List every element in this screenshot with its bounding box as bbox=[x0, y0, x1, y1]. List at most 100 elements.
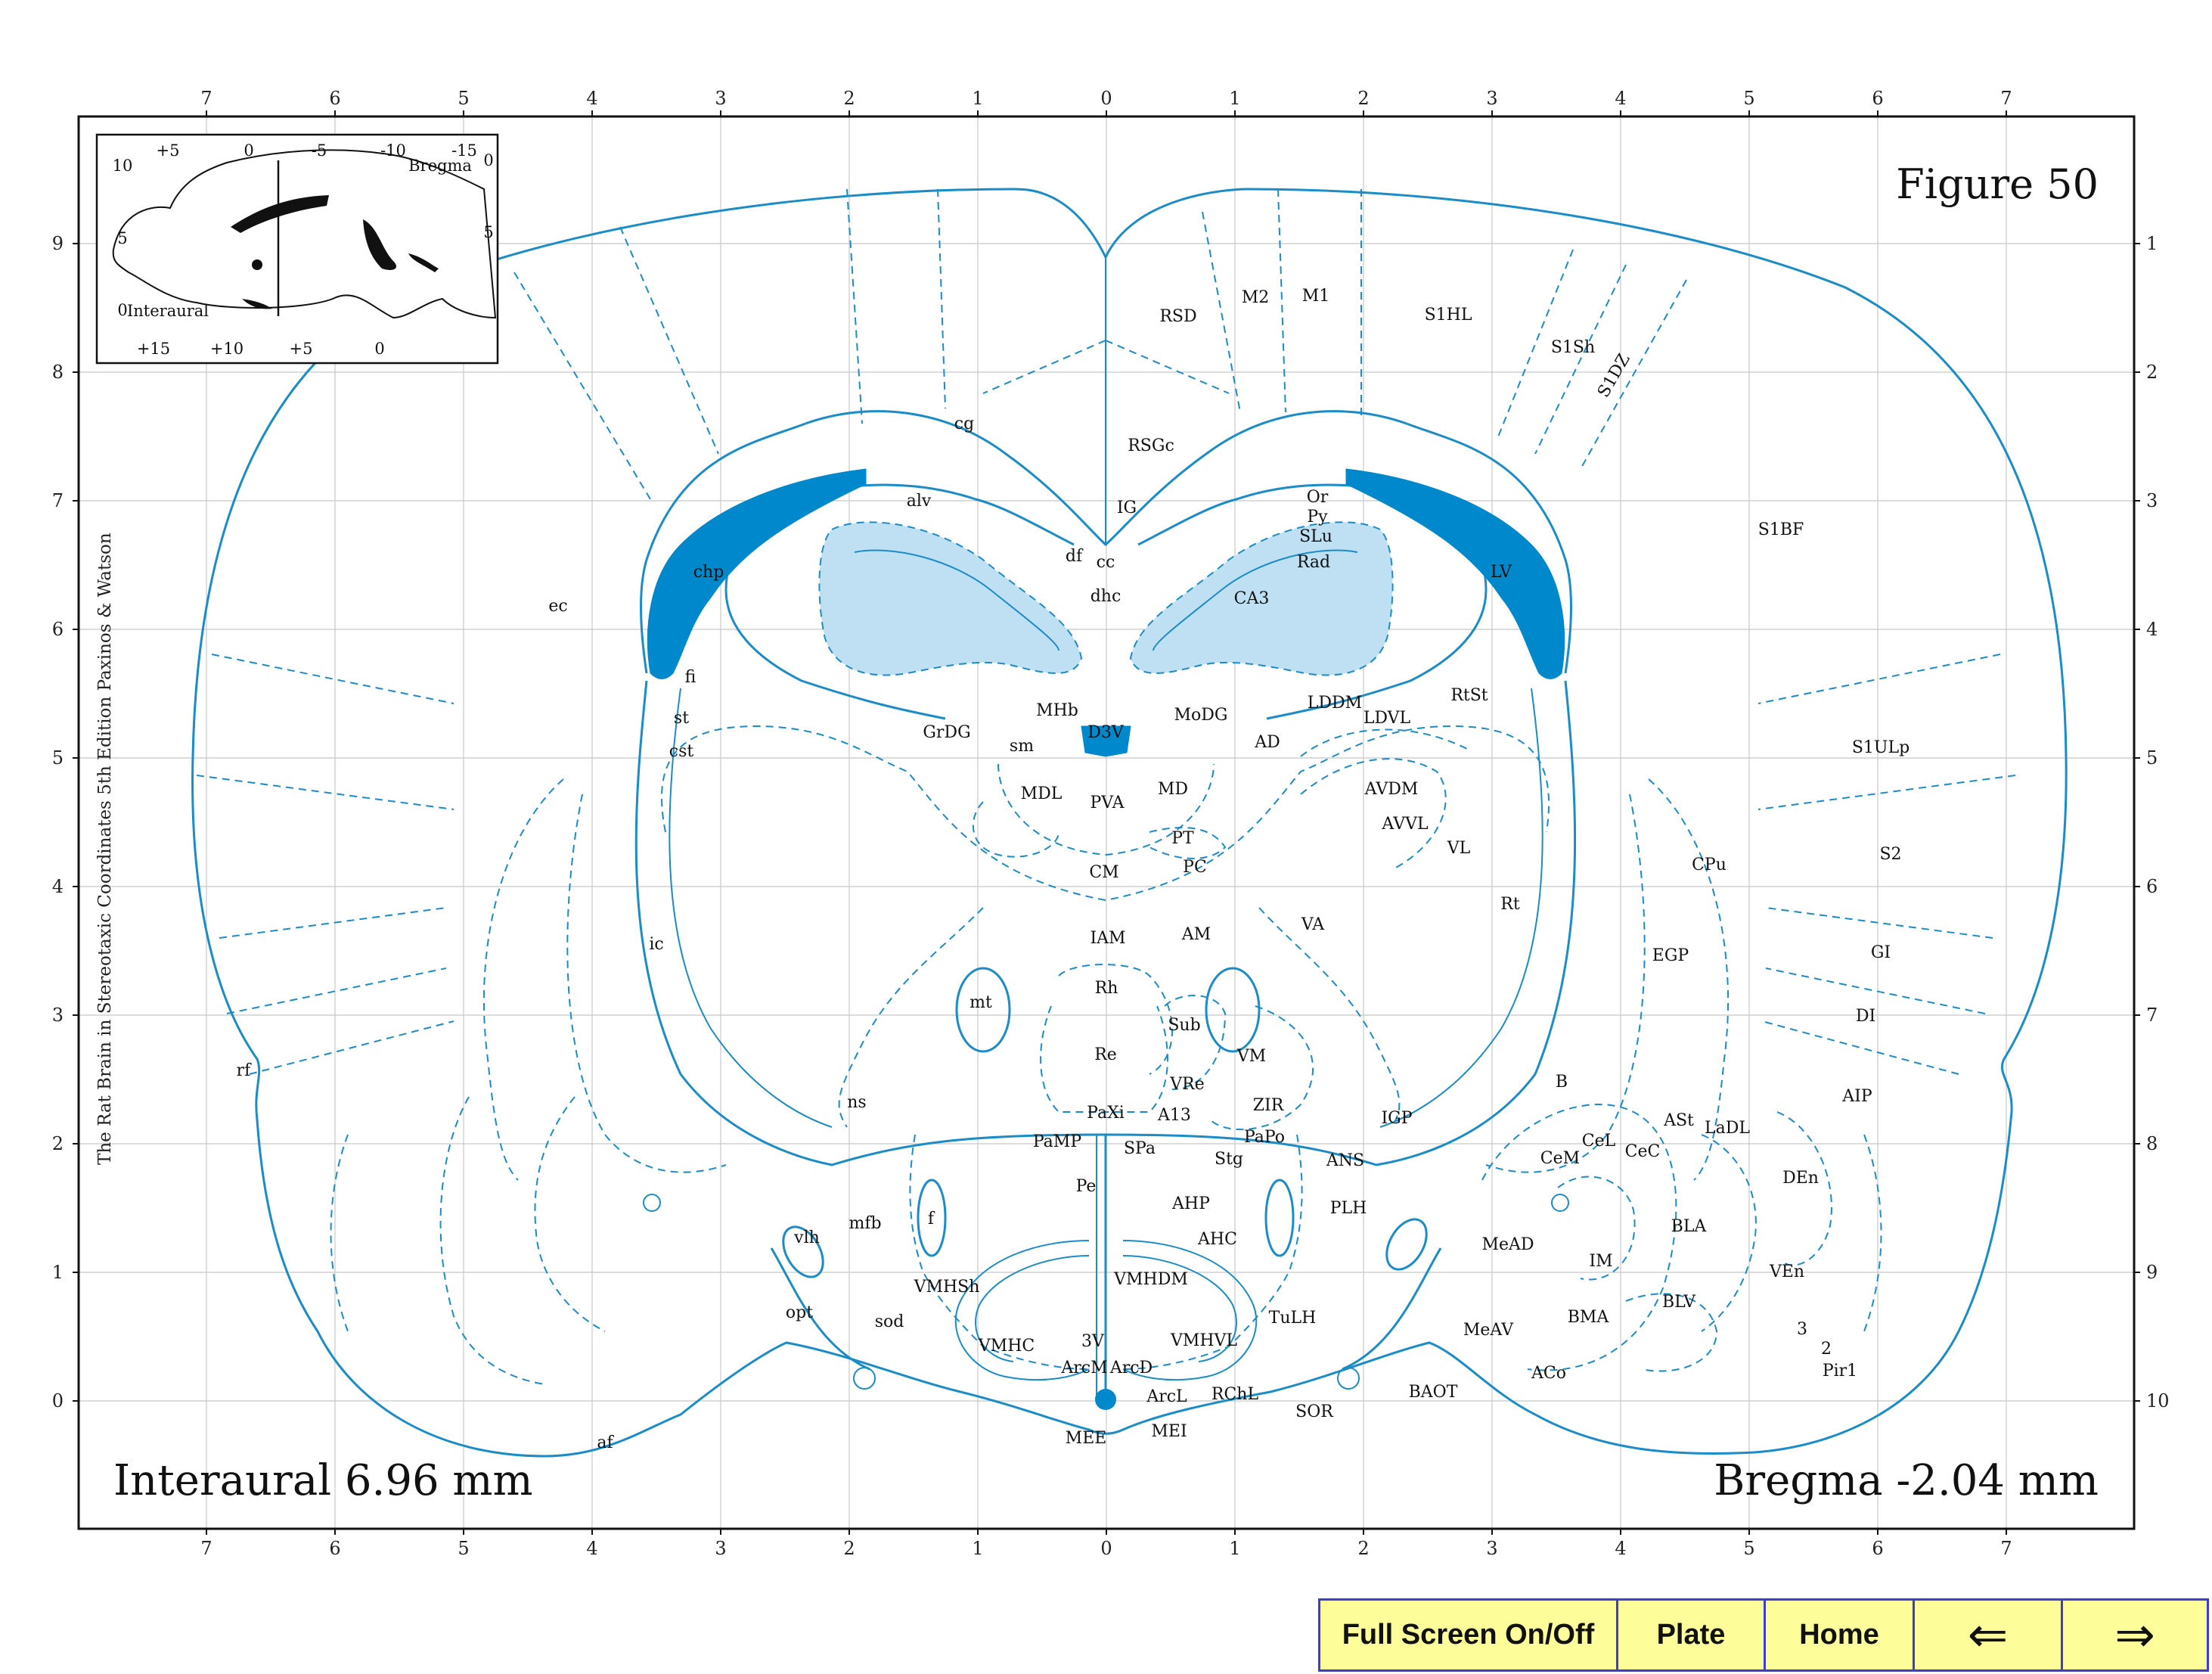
region-label: PVA bbox=[1090, 794, 1125, 812]
optic-circle-left bbox=[853, 1367, 876, 1390]
cpu-left-boundary bbox=[482, 778, 564, 1181]
cortical-area-boundary bbox=[1758, 654, 2001, 704]
bottom-tick-label: 1 bbox=[1229, 1538, 1240, 1559]
region-label: cg bbox=[954, 415, 974, 433]
cortical-area-boundary bbox=[226, 967, 447, 1014]
optic-tract-left bbox=[770, 1247, 870, 1371]
right-tick-label: 3 bbox=[2146, 490, 2158, 511]
inset-top-tick: -15 bbox=[451, 141, 477, 160]
top-tick-label: 6 bbox=[329, 88, 340, 109]
ld-nucleus bbox=[1300, 728, 1468, 757]
region-label: df bbox=[1066, 547, 1084, 566]
right-tick-label: 10 bbox=[2146, 1390, 2170, 1412]
avdm-nucleus bbox=[1300, 758, 1447, 871]
region-label: M1 bbox=[1302, 287, 1330, 306]
region-label: VMHDM bbox=[1113, 1270, 1188, 1289]
internal-capsule-right bbox=[1379, 688, 1543, 1128]
bottom-tick-label: 5 bbox=[458, 1538, 469, 1559]
fullscreen-toggle-button[interactable]: Full Screen On/Off bbox=[1320, 1601, 1618, 1669]
region-label: B bbox=[1556, 1073, 1568, 1092]
bregma-label: Bregma -2.04 mm bbox=[1714, 1456, 2099, 1505]
coronal-section bbox=[191, 188, 2068, 1458]
region-label: IAM bbox=[1090, 929, 1125, 948]
navigation-bar: Full Screen On/Off Plate Home ⇐ ⇒ bbox=[1318, 1598, 2209, 1672]
region-label: M2 bbox=[1242, 288, 1270, 307]
home-button[interactable]: Home bbox=[1766, 1601, 1915, 1669]
cortical-area-boundary bbox=[1534, 264, 1627, 455]
cpu-right-boundary bbox=[1648, 778, 1730, 1181]
region-label: PaMP bbox=[1033, 1132, 1081, 1151]
region-label: CeC bbox=[1625, 1142, 1661, 1161]
bottom-tick-label: 3 bbox=[1486, 1538, 1497, 1559]
figure-title: Figure 50 bbox=[1896, 160, 2099, 208]
region-label: Re bbox=[1094, 1045, 1117, 1064]
region-label: st bbox=[674, 709, 689, 728]
top-tick-label: 5 bbox=[458, 88, 469, 109]
region-label: TuLH bbox=[1269, 1309, 1317, 1328]
region-label: ns bbox=[847, 1093, 866, 1112]
region-label: MeAD bbox=[1481, 1235, 1534, 1254]
region-label: sod bbox=[875, 1312, 904, 1331]
previous-arrow-button[interactable]: ⇐ bbox=[1915, 1601, 2063, 1669]
bottom-tick-label: 6 bbox=[329, 1538, 340, 1559]
inset-right-tick: 5 bbox=[483, 223, 493, 241]
region-label: IM bbox=[1589, 1252, 1612, 1271]
region-label: IG bbox=[1117, 498, 1137, 517]
region-label: MEE bbox=[1066, 1429, 1107, 1448]
va-boundary bbox=[1258, 907, 1401, 1128]
region-label: DI bbox=[1856, 1007, 1875, 1026]
left-tick-label: 2 bbox=[52, 1133, 64, 1154]
region-label: MHb bbox=[1036, 701, 1078, 720]
region-label: D3V bbox=[1087, 723, 1125, 742]
vlh-left bbox=[782, 1225, 824, 1278]
vm-nucleus bbox=[1209, 1005, 1314, 1131]
region-label: VMHC bbox=[978, 1337, 1035, 1356]
region-label: MeAV bbox=[1463, 1321, 1514, 1340]
vmh-left-inner bbox=[975, 1255, 1090, 1362]
region-label: SPa bbox=[1124, 1139, 1156, 1158]
bottom-tick-label: 4 bbox=[1615, 1538, 1626, 1559]
region-label: VMHSh bbox=[914, 1278, 980, 1297]
side-caption: The Rat Brain in Stereotaxic Coordinates… bbox=[95, 533, 115, 1165]
optic-tract-right bbox=[1342, 1247, 1442, 1371]
region-label: CeL bbox=[1582, 1132, 1616, 1151]
internal-capsule-left bbox=[669, 688, 833, 1128]
region-label: VRe bbox=[1169, 1075, 1204, 1094]
cortical-area-boundary bbox=[211, 654, 454, 704]
vmh-left bbox=[954, 1240, 1090, 1381]
region-label: VEn bbox=[1769, 1262, 1804, 1281]
region-label: vlh bbox=[793, 1228, 820, 1247]
region-label: ArcM bbox=[1060, 1359, 1107, 1377]
pt-nucleus bbox=[1149, 827, 1227, 859]
plate-button[interactable]: Plate bbox=[1618, 1601, 1766, 1669]
cortical-area-boundary bbox=[1105, 340, 1230, 394]
region-label: BMA bbox=[1568, 1308, 1610, 1327]
top-tick-label: 5 bbox=[1743, 88, 1754, 109]
region-label: S1Sh bbox=[1551, 338, 1595, 357]
region-label: CeM bbox=[1540, 1149, 1580, 1168]
region-label: BLA bbox=[1671, 1217, 1708, 1236]
left-tick-label: 4 bbox=[52, 876, 64, 897]
right-tick-label: 5 bbox=[2146, 747, 2158, 769]
inset-left-tick: 10 bbox=[113, 157, 133, 175]
bma-nucleus bbox=[1625, 1293, 1718, 1372]
region-label: af bbox=[597, 1433, 614, 1452]
external-capsule-right bbox=[1406, 422, 1572, 674]
region-label: CM bbox=[1089, 863, 1118, 882]
top-tick-label: 4 bbox=[586, 88, 597, 109]
lateral-ventricle-left bbox=[647, 468, 867, 679]
cortical-area-boundary bbox=[1761, 1020, 1959, 1075]
cortical-area-boundary bbox=[249, 1020, 454, 1075]
region-label: Rh bbox=[1095, 979, 1118, 998]
region-label: AIP bbox=[1841, 1087, 1872, 1106]
region-label: VL bbox=[1447, 839, 1471, 858]
inset-bottom-tick: +5 bbox=[290, 340, 313, 358]
next-arrow-button[interactable]: ⇒ bbox=[2114, 1607, 2155, 1662]
region-label: MoDG bbox=[1174, 706, 1228, 725]
cst-circle-left bbox=[643, 1194, 661, 1212]
top-tick-label: 3 bbox=[715, 88, 726, 109]
fornix-left bbox=[917, 1179, 947, 1257]
region-label: Rad bbox=[1297, 553, 1330, 572]
bottom-tick-label: 4 bbox=[586, 1538, 597, 1559]
